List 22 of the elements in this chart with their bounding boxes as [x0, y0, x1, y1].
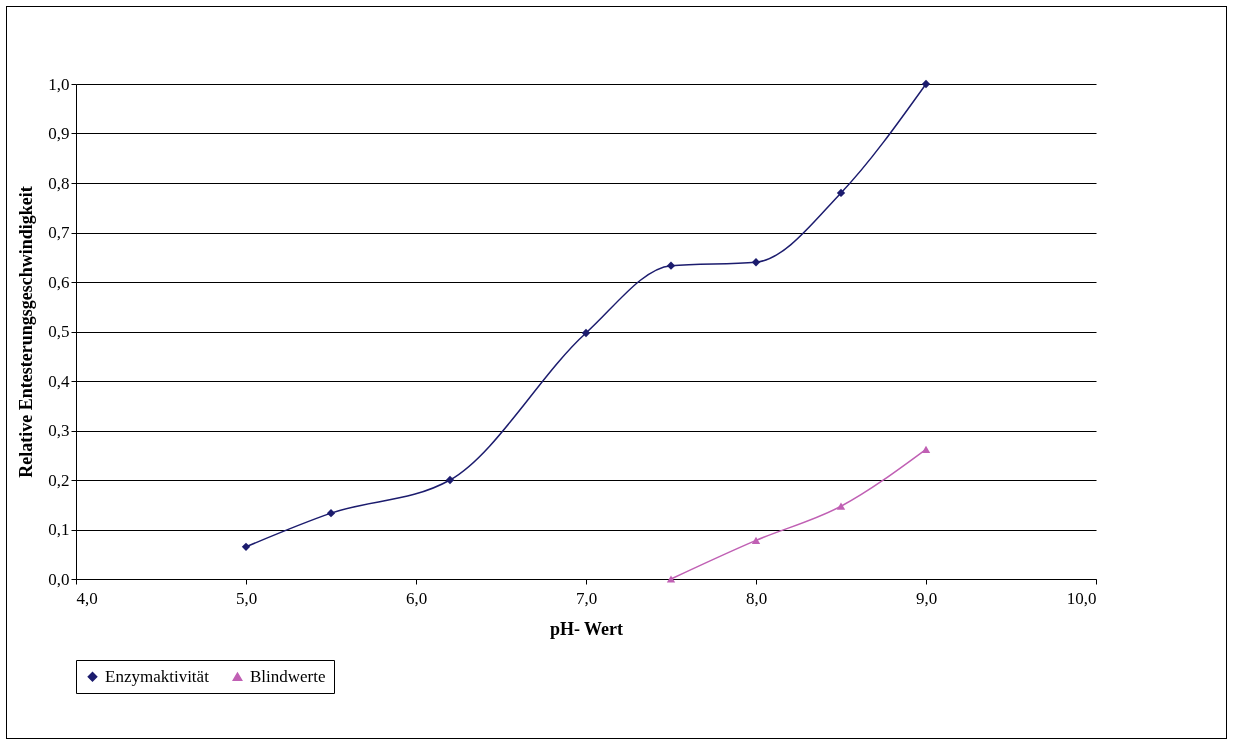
x-tick-label: 7,0: [575, 588, 598, 608]
legend-label: Blindwerte: [250, 666, 326, 686]
x-tick-label: 8,0: [745, 588, 768, 608]
x-tick-label: 5,0: [235, 588, 258, 608]
y-tick-label: 0,4: [48, 371, 70, 391]
x-tick-label: 4,0: [76, 588, 98, 608]
x-tick-label: 9,0: [915, 588, 938, 608]
y-axis-title: Relative Entesterungsgeschwindigkeit: [16, 186, 37, 478]
x-axis-title: pH- Wert: [549, 618, 624, 639]
y-tick-label: 0,1: [48, 520, 70, 539]
y-tick-label: 0,6: [48, 272, 70, 292]
x-tick-label: 6,0: [405, 588, 428, 608]
y-tick-label: 0,9: [48, 124, 70, 143]
y-tick-label: 1,0: [48, 74, 70, 94]
y-tick-label: 0,8: [48, 173, 70, 193]
y-tick-label: 0,5: [48, 322, 70, 341]
y-tick-label: 0,2: [48, 470, 70, 490]
x-tick-label: 10,0: [1066, 588, 1097, 608]
y-tick-label: 0,3: [48, 421, 70, 440]
legend-label: Enzymaktivität: [105, 666, 210, 686]
y-tick-label: 0,0: [48, 569, 70, 589]
y-tick-label: 0,7: [48, 223, 70, 242]
